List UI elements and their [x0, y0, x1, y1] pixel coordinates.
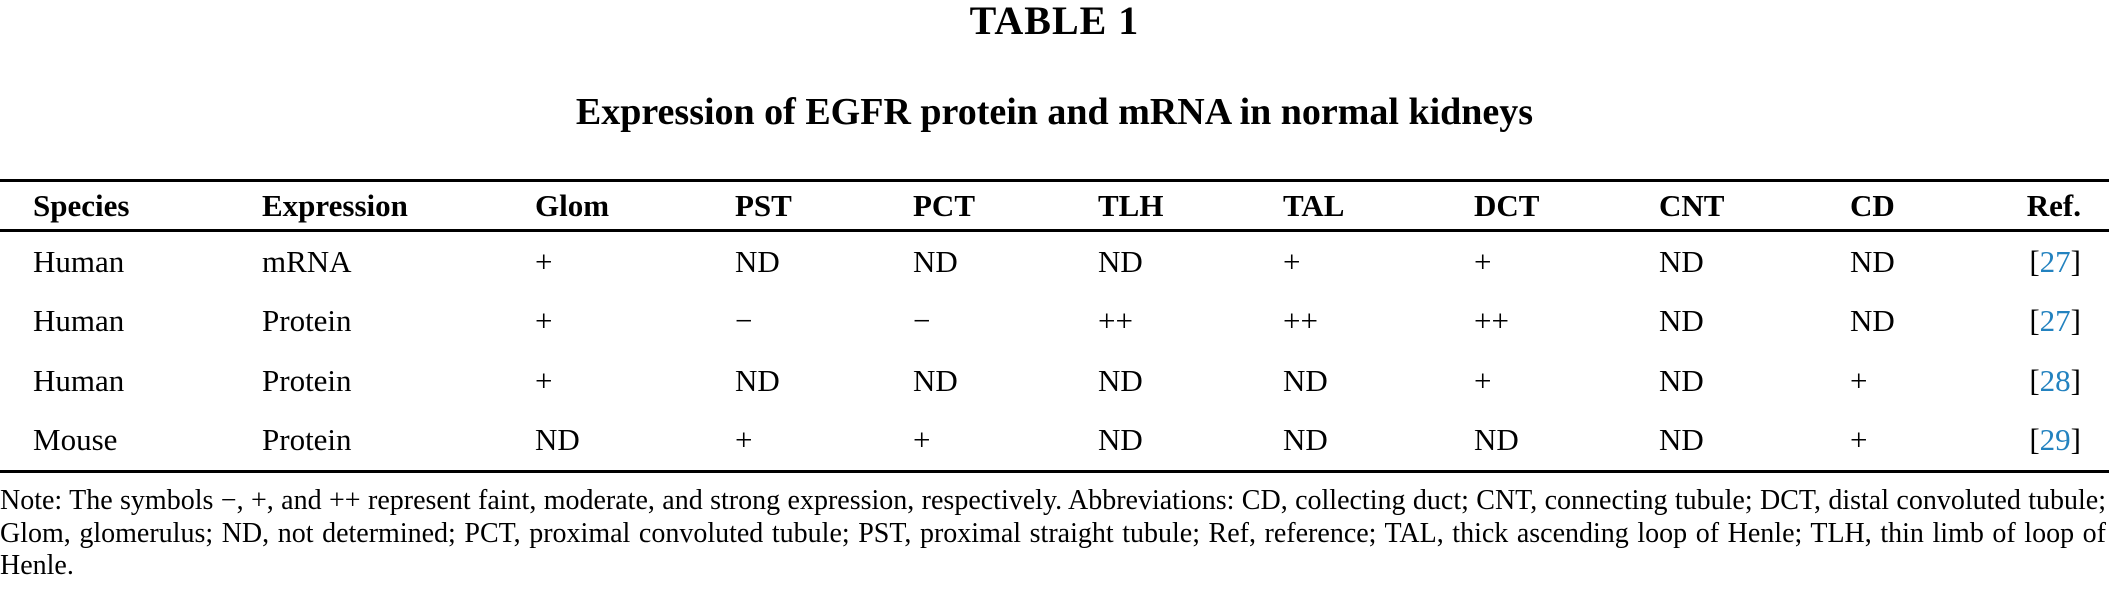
- cell-tlh: ND: [1098, 422, 1143, 458]
- cell-tal: +: [1283, 243, 1301, 279]
- cell-tal: ND: [1283, 362, 1328, 398]
- column-header-species: Species: [0, 180, 262, 232]
- column-header-pst: PST: [735, 180, 913, 232]
- cell-species: Human: [33, 243, 125, 279]
- cell-glom: +: [535, 362, 553, 398]
- cell-pst: −: [735, 303, 753, 339]
- ref-link[interactable]: [28]: [2029, 362, 2081, 398]
- cell-expression: Protein: [262, 362, 352, 398]
- table-body: Human mRNA + ND ND ND + + ND ND [27] Hum…: [0, 231, 2109, 472]
- cell-tlh: ND: [1098, 362, 1143, 398]
- cell-glom: +: [535, 303, 553, 339]
- cell-pct: −: [913, 303, 931, 339]
- cell-cd: ND: [1850, 303, 1895, 339]
- table-label: TABLE 1: [969, 0, 1140, 43]
- cell-expression: Protein: [262, 303, 352, 339]
- table-row: Mouse Protein ND + + ND ND ND ND + [29]: [0, 411, 2109, 472]
- column-header-pct: PCT: [913, 180, 1098, 232]
- column-header-dct: DCT: [1474, 180, 1659, 232]
- cell-pst: +: [735, 422, 753, 458]
- cell-tal: ++: [1283, 303, 1318, 339]
- cell-glom: ND: [535, 422, 580, 458]
- column-header-cnt: CNT: [1659, 180, 1850, 232]
- ref-number: 29: [2039, 422, 2071, 458]
- cell-pst: ND: [735, 243, 780, 279]
- header-row: Species Expression Glom PST PCT TLH TAL …: [0, 180, 2109, 232]
- cell-cd: ND: [1850, 243, 1895, 279]
- cell-tlh: ND: [1098, 243, 1143, 279]
- cell-glom: +: [535, 243, 553, 279]
- cell-cnt: ND: [1659, 243, 1704, 279]
- cell-dct: +: [1474, 243, 1492, 279]
- cell-cnt: ND: [1659, 303, 1704, 339]
- cell-species: Human: [33, 303, 125, 339]
- cell-cnt: ND: [1659, 422, 1704, 458]
- egfr-expression-table: Species Expression Glom PST PCT TLH TAL …: [0, 179, 2109, 473]
- table-title: Expression of EGFR protein and mRNA in n…: [575, 91, 1534, 133]
- cell-ref: [29]: [2019, 411, 2109, 472]
- cell-pct: +: [913, 422, 931, 458]
- cell-cd: +: [1850, 422, 1868, 458]
- cell-dct: +: [1474, 362, 1492, 398]
- cell-tal: ND: [1283, 422, 1328, 458]
- column-header-glom: Glom: [535, 180, 735, 232]
- cell-dct: ND: [1474, 422, 1519, 458]
- column-header-tal: TAL: [1283, 180, 1474, 232]
- cell-tlh: ++: [1098, 303, 1133, 339]
- cell-pct: ND: [913, 362, 958, 398]
- column-header-tlh: TLH: [1098, 180, 1283, 232]
- table-row: Human mRNA + ND ND ND + + ND ND [27]: [0, 231, 2109, 292]
- cell-expression: mRNA: [262, 243, 352, 279]
- cell-ref: [27]: [2019, 231, 2109, 292]
- column-header-ref: Ref.: [2019, 180, 2109, 232]
- ref-link[interactable]: [27]: [2029, 243, 2081, 279]
- cell-species: Mouse: [33, 422, 118, 458]
- cell-dct: ++: [1474, 303, 1509, 339]
- cell-pct: ND: [913, 243, 958, 279]
- ref-link[interactable]: [29]: [2029, 422, 2081, 458]
- cell-pst: ND: [735, 362, 780, 398]
- ref-number: 27: [2039, 303, 2071, 339]
- table-row: Human Protein + ND ND ND ND + ND + [28]: [0, 351, 2109, 411]
- cell-expression: Protein: [262, 422, 352, 458]
- cell-species: Human: [33, 362, 125, 398]
- table-note: Note: The symbols −, +, and ++ represent…: [0, 485, 2106, 581]
- table-header: Species Expression Glom PST PCT TLH TAL …: [0, 180, 2109, 232]
- cell-cnt: ND: [1659, 362, 1704, 398]
- table-row: Human Protein + − − ++ ++ ++ ND ND [27]: [0, 292, 2109, 352]
- ref-number: 27: [2039, 243, 2071, 279]
- column-header-expression: Expression: [262, 180, 535, 232]
- cell-cd: +: [1850, 362, 1868, 398]
- cell-ref: [28]: [2019, 351, 2109, 411]
- cell-ref: [27]: [2019, 292, 2109, 352]
- ref-number: 28: [2039, 362, 2071, 398]
- ref-link[interactable]: [27]: [2029, 303, 2081, 339]
- column-header-cd: CD: [1850, 180, 2019, 232]
